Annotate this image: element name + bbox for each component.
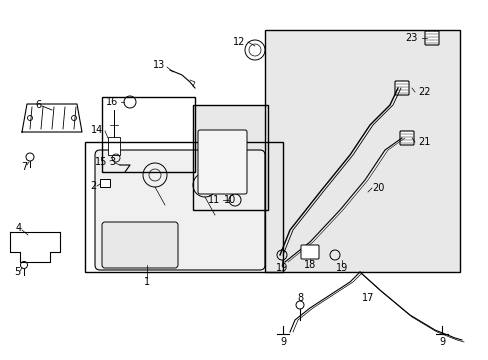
Bar [193, 105, 267, 210]
Bar [102, 97, 195, 172]
Text: 19: 19 [275, 263, 287, 273]
Text: 17: 17 [361, 293, 373, 303]
Bar [85, 142, 283, 272]
Text: 16: 16 [105, 97, 118, 107]
Text: 9: 9 [438, 337, 444, 347]
Text: 12: 12 [232, 37, 244, 47]
FancyBboxPatch shape [394, 81, 408, 95]
FancyBboxPatch shape [301, 245, 318, 259]
Bar [108, 137, 120, 155]
Text: 9: 9 [279, 337, 285, 347]
Text: 20: 20 [371, 183, 384, 193]
Text: 15: 15 [95, 157, 107, 167]
Bar [264, 30, 459, 272]
Text: 1: 1 [143, 277, 150, 287]
Text: 10: 10 [224, 195, 236, 205]
Text: 18: 18 [303, 260, 315, 270]
Text: 23: 23 [405, 33, 417, 43]
FancyBboxPatch shape [198, 130, 246, 194]
Text: 13: 13 [152, 60, 164, 70]
Text: 21: 21 [417, 137, 429, 147]
Text: 5: 5 [14, 267, 20, 277]
FancyBboxPatch shape [95, 150, 264, 270]
Bar [100, 179, 110, 187]
Bar [264, 30, 459, 272]
Text: 2: 2 [90, 181, 96, 191]
Text: 22: 22 [417, 87, 429, 97]
Bar [193, 105, 267, 210]
Text: 8: 8 [296, 293, 303, 303]
Text: 3: 3 [109, 157, 115, 167]
Text: 7: 7 [21, 162, 27, 172]
Text: 6: 6 [35, 100, 41, 110]
Text: 4: 4 [16, 223, 22, 233]
Text: 19: 19 [335, 263, 347, 273]
Text: 11: 11 [207, 195, 220, 205]
FancyBboxPatch shape [424, 31, 438, 45]
FancyBboxPatch shape [399, 131, 413, 145]
FancyBboxPatch shape [102, 222, 178, 268]
Text: 14: 14 [91, 125, 103, 135]
